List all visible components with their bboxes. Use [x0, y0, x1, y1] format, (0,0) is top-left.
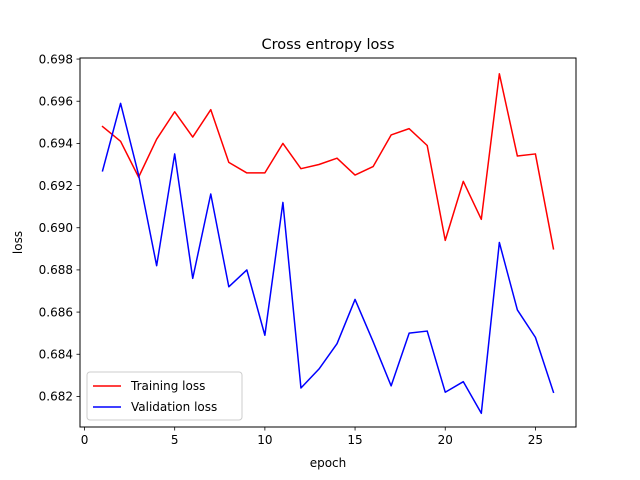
x-tick-label: 0	[81, 433, 89, 447]
x-tick-label: 15	[347, 433, 362, 447]
x-axis-label: epoch	[310, 456, 347, 470]
x-tick-label: 5	[171, 433, 179, 447]
x-tick-label: 20	[438, 433, 453, 447]
series-line-training	[101, 73, 555, 250]
series-line-validation	[101, 102, 555, 415]
y-tick-label: 0.694	[39, 137, 73, 151]
y-tick-label: 0.692	[39, 179, 73, 193]
y-axis-label: loss	[11, 231, 25, 254]
chart-title: Cross entropy loss	[261, 37, 394, 53]
y-tick-label: 0.682	[39, 390, 73, 404]
legend-box	[86, 371, 243, 421]
legend: Training loss Validation loss	[86, 371, 243, 421]
legend-label-training: Training loss	[130, 379, 205, 393]
legend-label-validation: Validation loss	[131, 400, 217, 414]
y-tick-label: 0.696	[39, 95, 73, 109]
y-tick-label: 0.684	[39, 348, 73, 362]
y-tick-label: 0.690	[39, 221, 73, 235]
y-tick-label: 0.686	[39, 305, 73, 319]
plot-frame	[79, 57, 577, 428]
series-lines	[101, 73, 555, 415]
x-axis-ticks: 0 5 10 15 20 25	[81, 427, 543, 447]
x-tick-label: 25	[528, 433, 543, 447]
y-axis-ticks: 0.682 0.684 0.686 0.688 0.690 0.692 0.694 0.696…	[39, 52, 80, 404]
y-tick-label: 0.698	[39, 52, 73, 66]
x-tick-label: 10	[257, 433, 272, 447]
y-tick-label: 0.688	[39, 263, 73, 277]
